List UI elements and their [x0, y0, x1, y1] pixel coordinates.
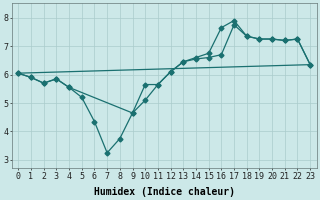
X-axis label: Humidex (Indice chaleur): Humidex (Indice chaleur) — [94, 186, 235, 197]
